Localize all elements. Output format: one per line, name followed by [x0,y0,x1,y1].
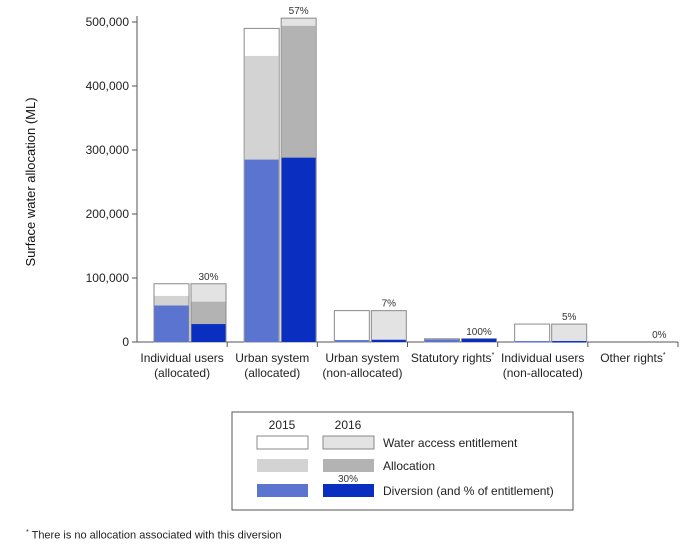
percent-label: 100% [466,327,492,338]
y-tick-label: 100,000 [86,271,130,285]
legend-year-2015: 2015 [269,418,296,432]
percent-label: 5% [562,312,577,323]
diversion-bar-2016 [281,157,316,342]
percent-label: 7% [382,299,397,310]
legend-percent-label: 30% [338,474,358,485]
footnote-text: There is no allocation associated with t… [31,529,282,542]
y-tick-label: 500,000 [86,15,130,29]
x-category-label-line2: (allocated) [244,366,300,380]
x-category-label: Statutory rights* [411,351,495,365]
diversion-bar-2016 [462,338,496,342]
legend-swatch-2016 [322,435,375,450]
legend-swatch-2015 [257,459,308,472]
x-category-label-line2: (allocated) [154,366,210,380]
entitlement-bar-2015 [514,323,551,343]
footnote: * There is no allocation associated with… [26,529,282,542]
diversion-bar-2016 [371,339,406,342]
legend-year-2016: 2016 [335,418,362,432]
diversion-bar-2016 [191,324,226,342]
legend-swatch-2015 [257,484,308,497]
diversion-bar-2016 [552,341,587,343]
percent-label: 30% [198,272,218,283]
y-tick-label: 400,000 [86,79,130,93]
y-tick-label: 0 [122,335,129,349]
entitlement-bar-2015 [333,310,370,343]
legend-item-label: Allocation [383,459,435,473]
footnote-marker: * [492,352,495,359]
diversion-bar-2015 [515,341,550,343]
y-axis-title: Surface water allocation (ML) [23,97,38,266]
x-category-label: Individual users [501,351,584,365]
footnote-marker: * [663,352,666,359]
legend-swatch-2016 [323,459,374,472]
footnote-star: * [26,529,29,536]
x-category-label: Urban system [235,351,309,365]
x-category-label: Individual users [140,351,223,365]
x-category-label: Urban system [325,351,399,365]
percent-label: 0% [652,330,667,341]
x-category-label-line2: (non-allocated) [503,366,583,380]
percent-label: 57% [289,6,309,17]
y-tick-label: 300,000 [86,143,130,157]
x-category-label-line2: (non-allocated) [322,366,402,380]
legend-item-label: Water access entitlement [383,436,518,450]
bar-chart: 0 100,000 200,000 300,000 400,000 500,000 Surf… [23,6,679,511]
diversion-bar-2015 [334,340,369,342]
diversion-bar-2015 [244,159,279,342]
y-tick-label: 200,000 [86,207,130,221]
diversion-bar-2015 [154,305,189,342]
legend-swatch-2016 [323,484,374,497]
legend-item-label: Diversion (and % of entitlement) [383,484,554,498]
entitlement-bar-2016 [551,323,588,343]
entitlement-bar-2016 [370,310,407,343]
legend-swatch-2015 [256,435,309,450]
x-category-label: Other rights* [600,351,666,365]
diversion-bar-2015 [425,339,459,342]
